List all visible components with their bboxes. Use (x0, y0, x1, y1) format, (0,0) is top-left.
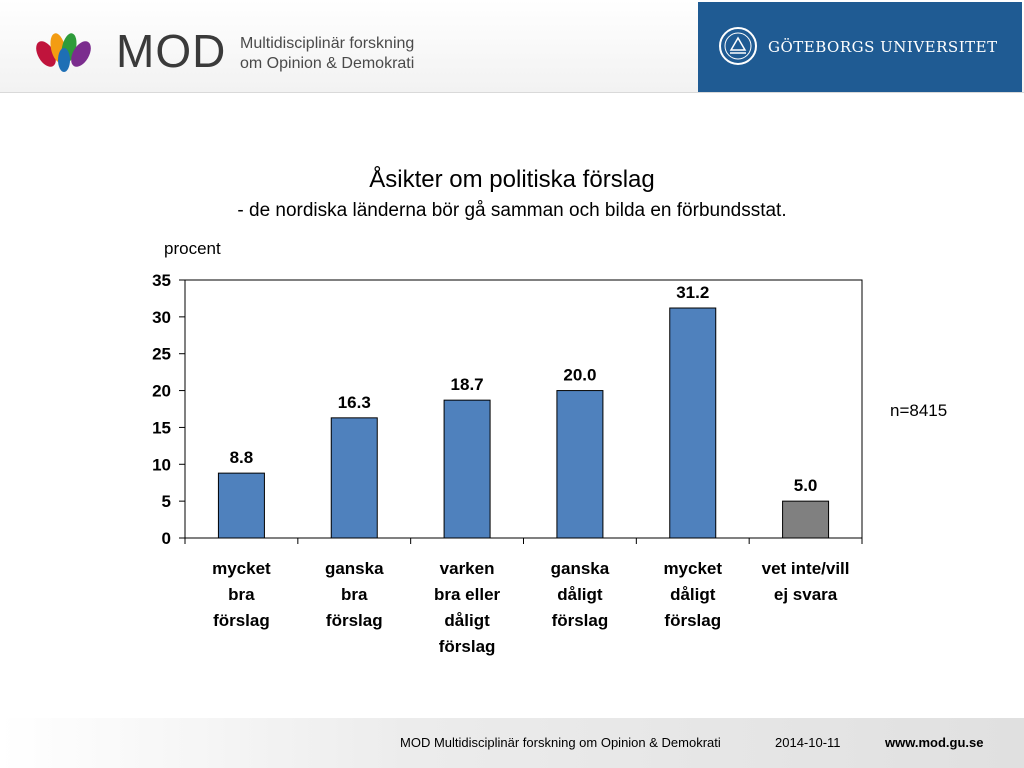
category-label: vet inte/vill ej svara (762, 559, 850, 604)
bar (443, 399, 491, 539)
sample-size-label: n=8415 (890, 401, 948, 420)
category-label-line: dåligt (444, 611, 490, 630)
category-label-line: förslag (552, 611, 609, 630)
y-tick-label: 20 (152, 382, 171, 401)
category-label: varken bra eller dåligt förslag (434, 559, 501, 656)
category-label-line: bra (228, 585, 255, 604)
category-label: ganska dåligt förslag (551, 559, 610, 630)
category-label-line: mycket (212, 559, 271, 578)
category-label: mycket bra förslag (212, 559, 271, 630)
category-label-line: dåligt (557, 585, 603, 604)
bar (556, 390, 604, 539)
bar-value-label: 5.0 (794, 476, 818, 495)
category-label: ganska bra förslag (325, 559, 384, 630)
category-label-line: vet inte/vill (762, 559, 850, 578)
y-tick-label: 35 (152, 271, 171, 290)
category-label-line: dåligt (670, 585, 716, 604)
university-panel: GÖTEBORGS UNIVERSITET (698, 2, 1022, 92)
chart-subtitle: - de nordiska länderna bör gå samman och… (237, 200, 787, 221)
category-label-line: förslag (439, 637, 496, 656)
university-seal-icon (719, 27, 757, 65)
category-label-line: förslag (326, 611, 383, 630)
plot-area-frame (184, 279, 863, 539)
bar-value-label: 18.7 (451, 375, 484, 394)
y-tick-label: 15 (152, 418, 171, 437)
category-label: mycket dåligt förslag (663, 559, 722, 630)
footer-date: 2014-10-11 (775, 735, 841, 750)
mod-flower-logo-icon (36, 33, 91, 72)
bar (217, 472, 265, 539)
bar (669, 307, 717, 539)
mod-tagline-line-1: Multidisciplinär forskning (240, 35, 415, 52)
y-axis-label: procent (164, 239, 221, 258)
chart-title: Åsikter om politiska förslag (369, 166, 655, 193)
mod-tagline: Multidisciplinär forskning om Opinion & … (240, 34, 414, 74)
y-tick-label: 30 (152, 308, 171, 327)
mod-wordmark: MOD (116, 25, 227, 77)
category-label-line: förslag (213, 611, 270, 630)
bar-value-label: 16.3 (338, 393, 371, 412)
category-label-line: mycket (663, 559, 722, 578)
category-label-line: varken (440, 559, 495, 578)
bar (330, 417, 378, 539)
footer-organization: MOD Multidisciplinär forskning om Opinio… (400, 735, 721, 750)
footer-url-link[interactable]: www.mod.gu.se (885, 735, 984, 750)
bar-value-label: 8.8 (230, 448, 254, 467)
y-tick-label: 10 (152, 455, 171, 474)
category-label-line: ej svara (774, 585, 838, 604)
category-label-line: ganska (325, 559, 384, 578)
footer-bar: MOD Multidisciplinär forskning om Opinio… (0, 718, 1024, 768)
y-tick-label: 5 (162, 492, 171, 511)
category-label-line: ganska (551, 559, 610, 578)
bar (782, 500, 830, 539)
header-banner: MOD Multidisciplinär forskning om Opinio… (0, 0, 1024, 93)
university-name: GÖTEBORGS UNIVERSITET (768, 38, 998, 56)
category-label-line: förslag (664, 611, 721, 630)
bar-value-label: 31.2 (676, 283, 709, 302)
mod-tagline-line-2: om Opinion & Demokrati (240, 55, 415, 72)
y-tick-label: 25 (152, 345, 171, 364)
category-label-line: bra eller (434, 585, 501, 604)
bar-value-label: 20.0 (563, 366, 596, 385)
y-tick-label: 0 (162, 529, 171, 548)
category-label-line: bra (341, 585, 368, 604)
